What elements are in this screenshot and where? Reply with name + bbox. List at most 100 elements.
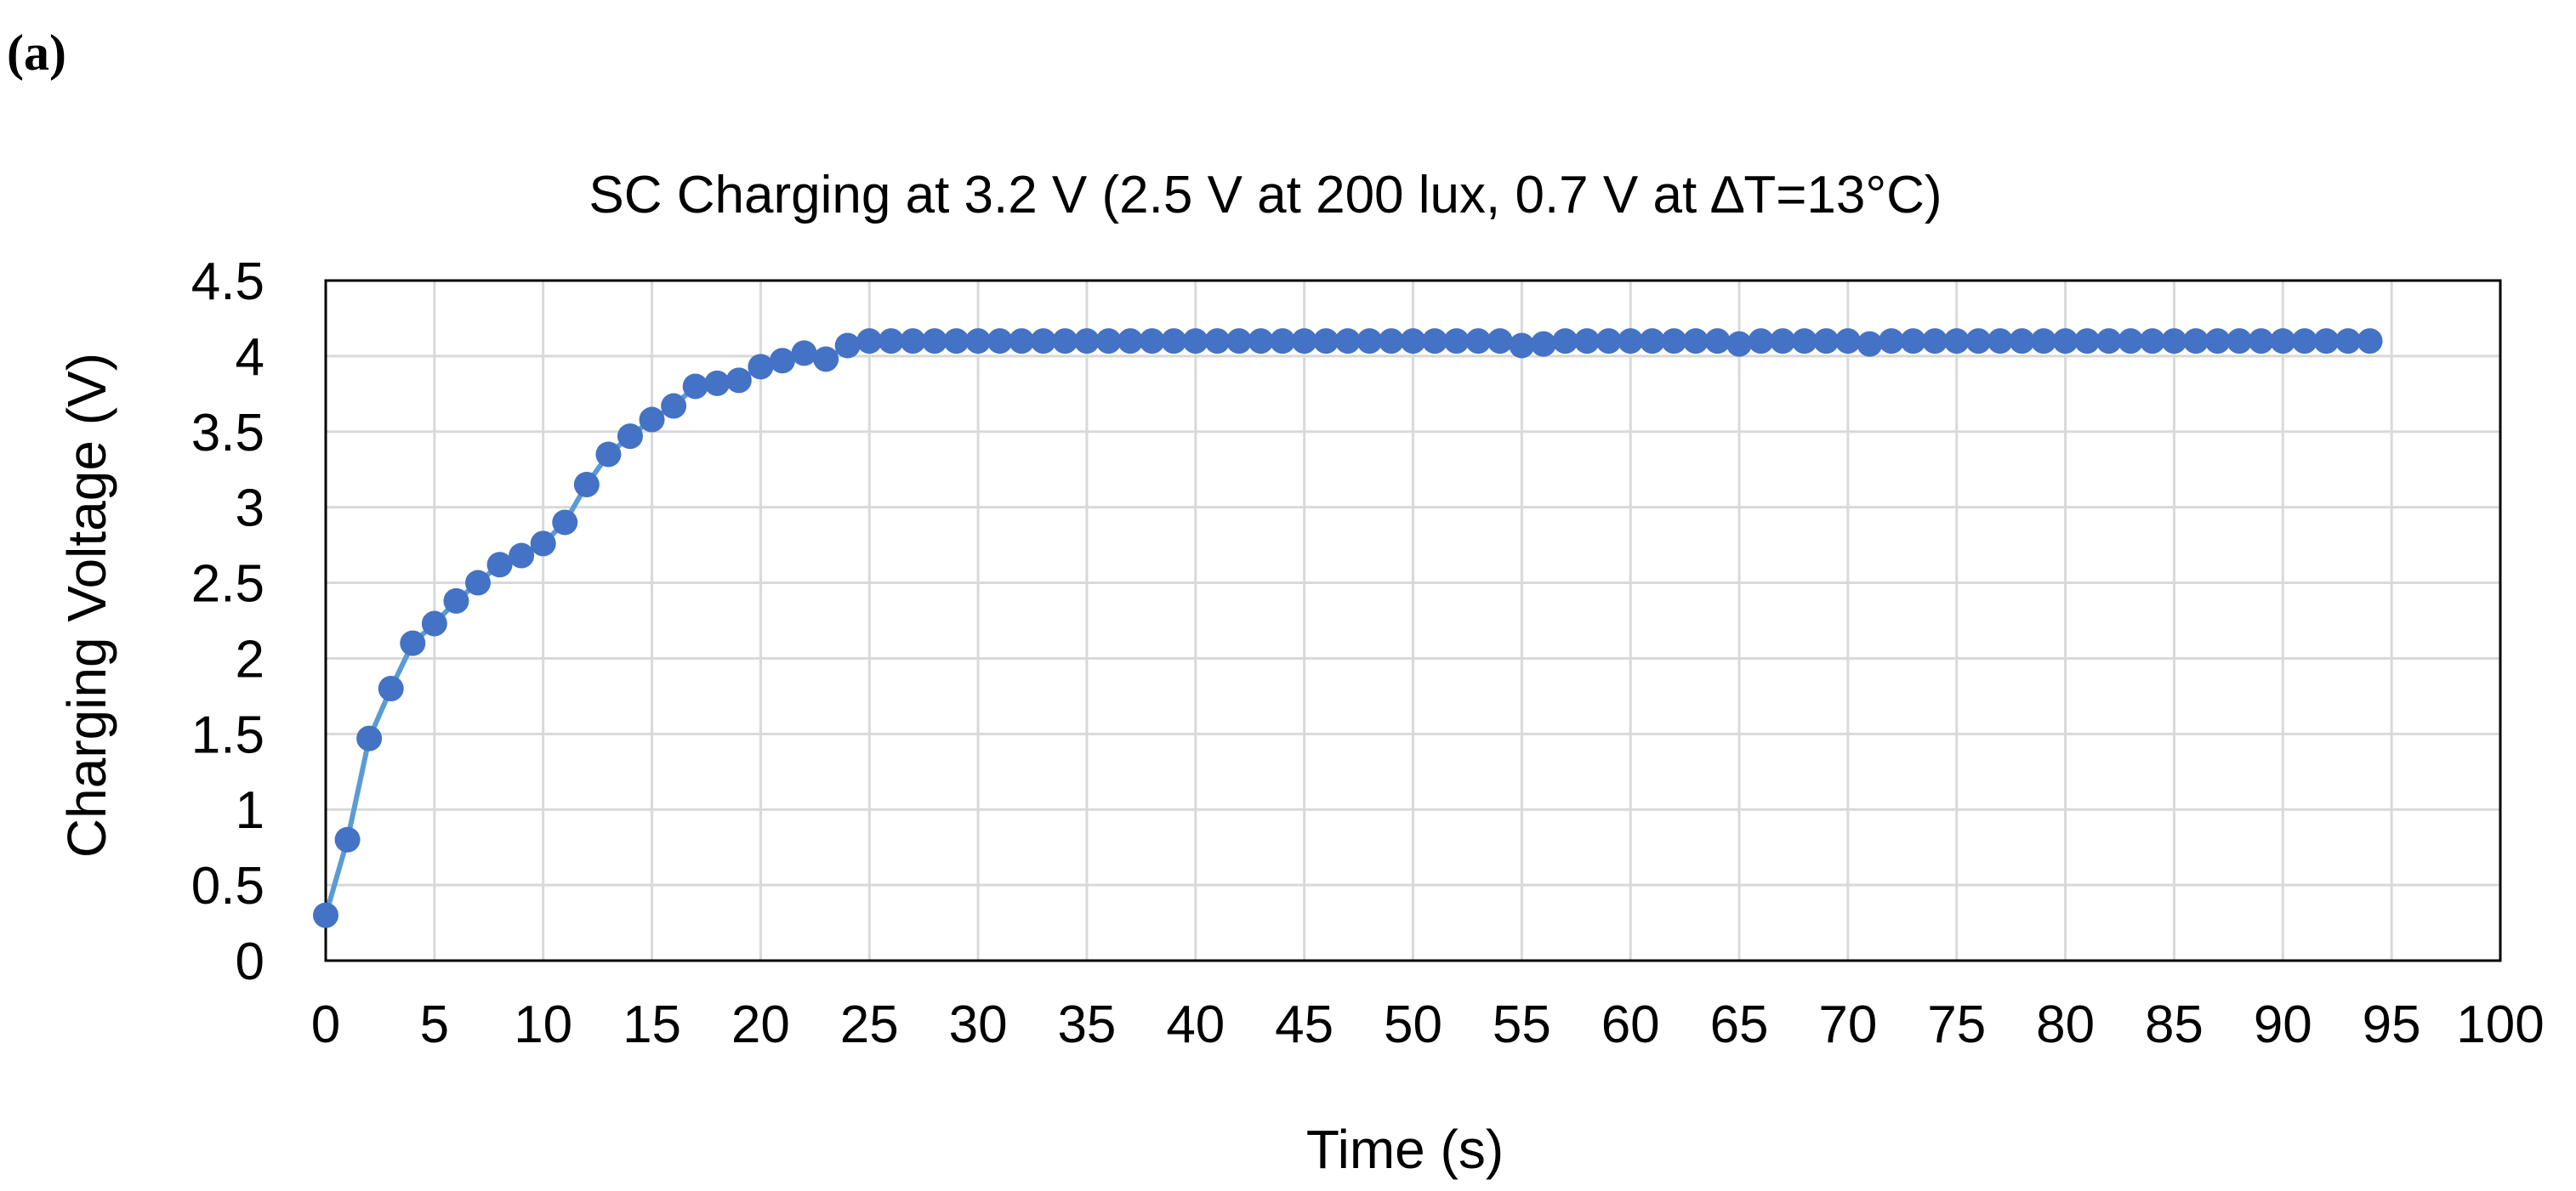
data-point	[1857, 331, 1883, 357]
data-point	[2204, 328, 2231, 354]
data-point	[334, 826, 361, 853]
data-point	[1530, 331, 1556, 357]
y-tick-label: 4.5	[191, 252, 264, 311]
data-point	[595, 441, 622, 468]
data-point	[1791, 328, 1817, 354]
y-axis-title: Charging Voltage (V)	[56, 353, 117, 858]
data-point	[1552, 328, 1578, 354]
data-point	[1900, 328, 1926, 354]
y-tick-label: 4	[236, 328, 264, 387]
data-point	[769, 348, 795, 374]
data-point	[1574, 328, 1601, 354]
data-point	[813, 346, 839, 372]
data-point	[921, 328, 947, 354]
x-tick-label: 60	[1601, 995, 1660, 1054]
data-point	[2139, 328, 2165, 354]
data-point	[1117, 328, 1144, 354]
y-tick-label: 3	[236, 479, 264, 538]
y-tick-label: 0	[236, 933, 264, 991]
x-tick-label: 35	[1057, 995, 1116, 1054]
data-point	[2291, 328, 2317, 354]
data-point	[1813, 328, 1840, 354]
data-point	[1073, 328, 1100, 354]
x-tick-label: 30	[949, 995, 1008, 1054]
y-tick-label: 3.5	[191, 404, 264, 462]
data-point	[400, 630, 426, 656]
plot-area	[324, 279, 2502, 962]
data-point	[2161, 328, 2187, 354]
data-point	[943, 328, 970, 354]
data-point	[1509, 332, 1535, 359]
data-point	[704, 370, 731, 396]
data-point	[682, 373, 708, 400]
data-point	[2270, 328, 2296, 354]
data-point	[1595, 328, 1622, 354]
x-tick-label: 40	[1166, 995, 1225, 1054]
data-point	[2009, 328, 2035, 354]
x-tick-label: 10	[514, 995, 572, 1054]
data-point	[1487, 328, 1513, 354]
x-tick-label: 70	[1818, 995, 1877, 1054]
data-point	[2074, 328, 2101, 354]
data-point	[313, 902, 338, 928]
y-tick-label: 2	[236, 630, 264, 689]
data-point	[1618, 328, 1644, 354]
x-tick-label: 25	[840, 995, 899, 1054]
data-point	[486, 552, 513, 578]
data-point	[2335, 328, 2362, 354]
data-point	[2052, 328, 2078, 354]
x-tick-label: 45	[1275, 995, 1333, 1054]
x-tick-label: 95	[2363, 995, 2421, 1054]
data-point	[1052, 328, 1078, 354]
data-point	[1834, 328, 1861, 354]
data-point	[1182, 328, 1208, 354]
x-tick-label: 0	[311, 995, 340, 1054]
data-point	[530, 530, 556, 557]
data-point	[1139, 328, 1165, 354]
data-point	[1682, 328, 1709, 354]
data-point	[987, 328, 1013, 354]
data-point	[1095, 328, 1122, 354]
x-tick-label: 80	[2036, 995, 2095, 1054]
data-point	[878, 328, 904, 354]
data-point	[1225, 328, 1252, 354]
data-point	[1313, 328, 1339, 354]
data-point	[1030, 328, 1056, 354]
data-point	[1922, 328, 1948, 354]
panel-label: (a)	[7, 25, 66, 81]
data-point	[378, 676, 404, 701]
x-tick-label: 100	[2456, 995, 2544, 1054]
x-tick-label: 5	[420, 995, 449, 1054]
data-point	[1378, 328, 1404, 354]
data-point	[1639, 328, 1665, 354]
data-point	[2226, 328, 2253, 354]
data-point	[617, 423, 643, 450]
x-axis-title: Time (s)	[1306, 1119, 1504, 1180]
data-point	[464, 570, 491, 596]
data-point	[552, 509, 578, 536]
data-point	[639, 406, 665, 433]
data-point	[1465, 328, 1492, 354]
x-tick-label: 75	[1927, 995, 1986, 1054]
data-point	[1161, 328, 1187, 354]
data-point	[1443, 328, 1470, 354]
data-point	[1009, 328, 1035, 354]
x-tick-label: 65	[1710, 995, 1769, 1054]
data-point	[1422, 328, 1448, 354]
data-point	[573, 472, 600, 497]
data-point	[2183, 328, 2209, 354]
data-point	[791, 340, 817, 366]
x-tick-label: 20	[731, 995, 790, 1054]
data-point	[1661, 328, 1687, 354]
data-point	[1334, 328, 1361, 354]
data-point	[1291, 328, 1317, 354]
data-point	[2095, 328, 2122, 354]
data-point	[443, 587, 469, 614]
data-point	[725, 367, 752, 394]
x-tick-labels: 0 5 10 15 20 25 30 35 40 45 50 55 60 65 70 75 80 85 90 95 10…	[311, 995, 2545, 1054]
data-point	[2313, 328, 2340, 354]
data-point	[900, 328, 926, 354]
chart-title: SC Charging at 3.2 V (2.5 V at 200 lux, …	[589, 166, 1942, 224]
data-point	[2357, 328, 2383, 354]
